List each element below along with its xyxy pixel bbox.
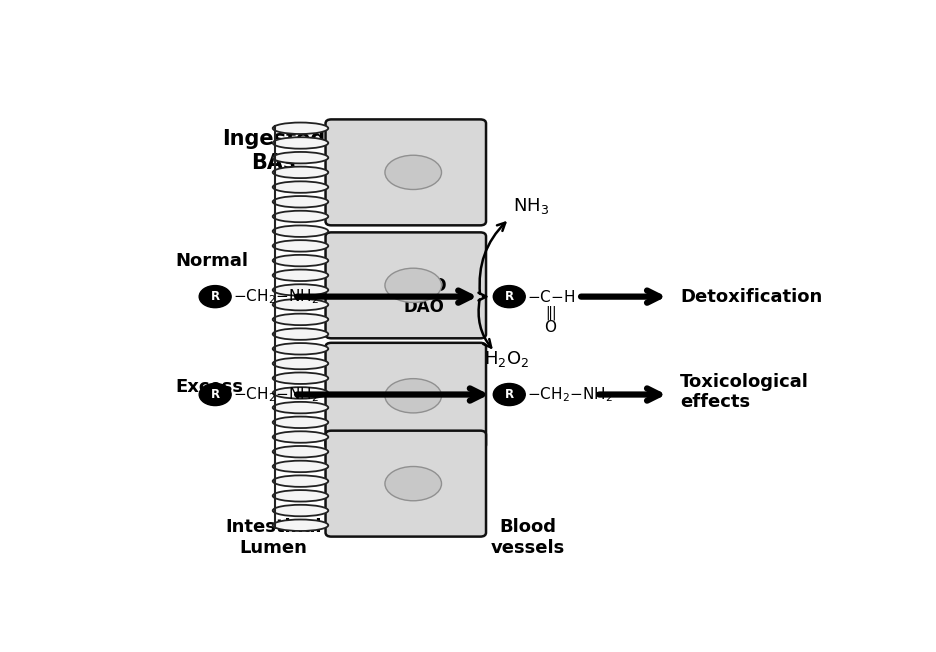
Ellipse shape bbox=[272, 299, 328, 310]
Ellipse shape bbox=[385, 466, 441, 501]
FancyBboxPatch shape bbox=[325, 232, 486, 338]
Text: $\mathsf{H_2O_2}$: $\mathsf{H_2O_2}$ bbox=[483, 349, 529, 370]
Text: Toxicological
effects: Toxicological effects bbox=[680, 372, 808, 411]
Text: $\mathsf{-C{-}H}$: $\mathsf{-C{-}H}$ bbox=[526, 289, 574, 304]
Ellipse shape bbox=[272, 137, 328, 149]
Ellipse shape bbox=[272, 372, 328, 384]
Text: Intestinal
Lumen: Intestinal Lumen bbox=[225, 518, 321, 557]
Ellipse shape bbox=[272, 123, 328, 134]
Ellipse shape bbox=[272, 226, 328, 237]
Text: Normal: Normal bbox=[175, 252, 248, 271]
Circle shape bbox=[492, 286, 525, 308]
Ellipse shape bbox=[272, 211, 328, 222]
Text: R: R bbox=[505, 290, 513, 303]
Circle shape bbox=[492, 383, 525, 406]
Ellipse shape bbox=[272, 167, 328, 178]
Ellipse shape bbox=[272, 314, 328, 325]
Ellipse shape bbox=[272, 196, 328, 207]
Ellipse shape bbox=[272, 240, 328, 252]
Text: Blood
vessels: Blood vessels bbox=[490, 518, 563, 557]
Ellipse shape bbox=[272, 446, 328, 458]
Circle shape bbox=[199, 383, 231, 406]
Text: Excess: Excess bbox=[175, 378, 243, 396]
Text: $\mathsf{NH_3}$: $\mathsf{NH_3}$ bbox=[512, 196, 548, 216]
Ellipse shape bbox=[272, 358, 328, 369]
FancyBboxPatch shape bbox=[325, 343, 486, 449]
Ellipse shape bbox=[272, 329, 328, 340]
Ellipse shape bbox=[272, 417, 328, 428]
Ellipse shape bbox=[272, 402, 328, 413]
Ellipse shape bbox=[385, 155, 441, 190]
Ellipse shape bbox=[272, 255, 328, 266]
Ellipse shape bbox=[272, 284, 328, 296]
Ellipse shape bbox=[272, 431, 328, 443]
Ellipse shape bbox=[272, 343, 328, 355]
Text: Detoxification: Detoxification bbox=[680, 288, 821, 306]
FancyBboxPatch shape bbox=[325, 431, 486, 537]
Ellipse shape bbox=[272, 475, 328, 487]
Ellipse shape bbox=[272, 490, 328, 501]
Circle shape bbox=[199, 286, 231, 308]
Text: Ingested
BAs: Ingested BAs bbox=[222, 130, 325, 173]
Text: R: R bbox=[505, 388, 513, 401]
Ellipse shape bbox=[272, 505, 328, 516]
Ellipse shape bbox=[385, 379, 441, 413]
Text: MAO
DAO: MAO DAO bbox=[403, 277, 447, 316]
FancyBboxPatch shape bbox=[325, 119, 486, 226]
Text: $\mathsf{O}$: $\mathsf{O}$ bbox=[544, 319, 557, 334]
Text: R: R bbox=[211, 290, 219, 303]
Ellipse shape bbox=[272, 181, 328, 193]
Text: $\mathsf{-CH_2{-}NH_2}$: $\mathsf{-CH_2{-}NH_2}$ bbox=[232, 288, 318, 306]
Ellipse shape bbox=[272, 387, 328, 398]
Ellipse shape bbox=[272, 152, 328, 164]
Text: $\mathsf{-CH_2{-}NH_2}$: $\mathsf{-CH_2{-}NH_2}$ bbox=[232, 385, 318, 404]
Text: $\mathsf{\||}$: $\mathsf{\||}$ bbox=[544, 304, 556, 321]
Ellipse shape bbox=[385, 268, 441, 303]
Ellipse shape bbox=[272, 461, 328, 472]
Ellipse shape bbox=[272, 520, 328, 531]
Text: $\mathsf{-CH_2{-}NH_2}$: $\mathsf{-CH_2{-}NH_2}$ bbox=[526, 385, 612, 404]
Text: R: R bbox=[211, 388, 219, 401]
Ellipse shape bbox=[272, 269, 328, 281]
